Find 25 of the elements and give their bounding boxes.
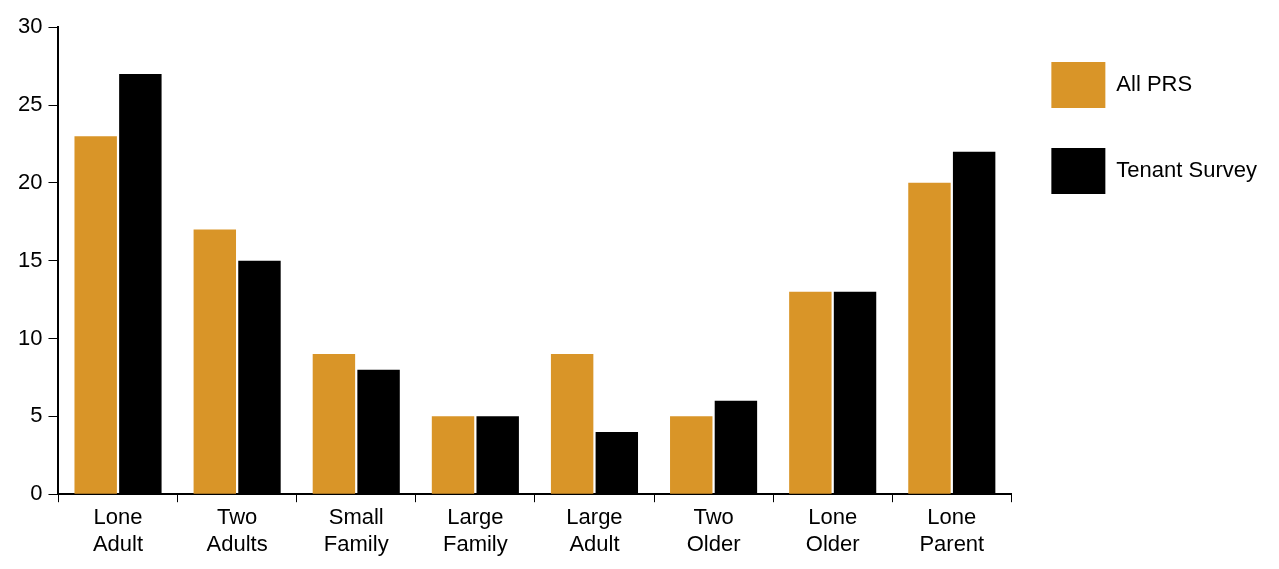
bar <box>908 182 951 494</box>
bar <box>431 416 475 494</box>
x-tick-label: Lone Parent <box>919 504 985 556</box>
bar <box>193 229 237 494</box>
legend-label: Tenant Survey <box>1116 157 1257 183</box>
bar <box>312 354 356 494</box>
bar <box>789 291 832 494</box>
x-tick-label: Lone Adult <box>92 504 144 556</box>
legend-label: All PRS <box>1116 71 1193 97</box>
x-tick-label: Large Adult <box>566 504 623 556</box>
y-tick-label: 15 <box>17 246 43 272</box>
y-tick-label: 30 <box>17 13 43 39</box>
x-tick-label: Two Older <box>686 504 741 556</box>
y-tick-label: 0 <box>30 480 43 506</box>
x-tick-label: Two Adults <box>206 504 268 556</box>
y-tick-label: 25 <box>17 91 43 117</box>
y-tick-label: 10 <box>17 324 43 350</box>
bar <box>550 354 594 494</box>
y-tick-label: 20 <box>17 168 43 194</box>
y-tick-label: 5 <box>30 402 43 428</box>
x-tick-label: Large Family <box>442 504 508 556</box>
bar <box>74 136 117 494</box>
x-tick-label: Lone Older <box>805 504 860 556</box>
bar <box>670 416 713 494</box>
x-tick-label: Small Family <box>323 504 389 556</box>
